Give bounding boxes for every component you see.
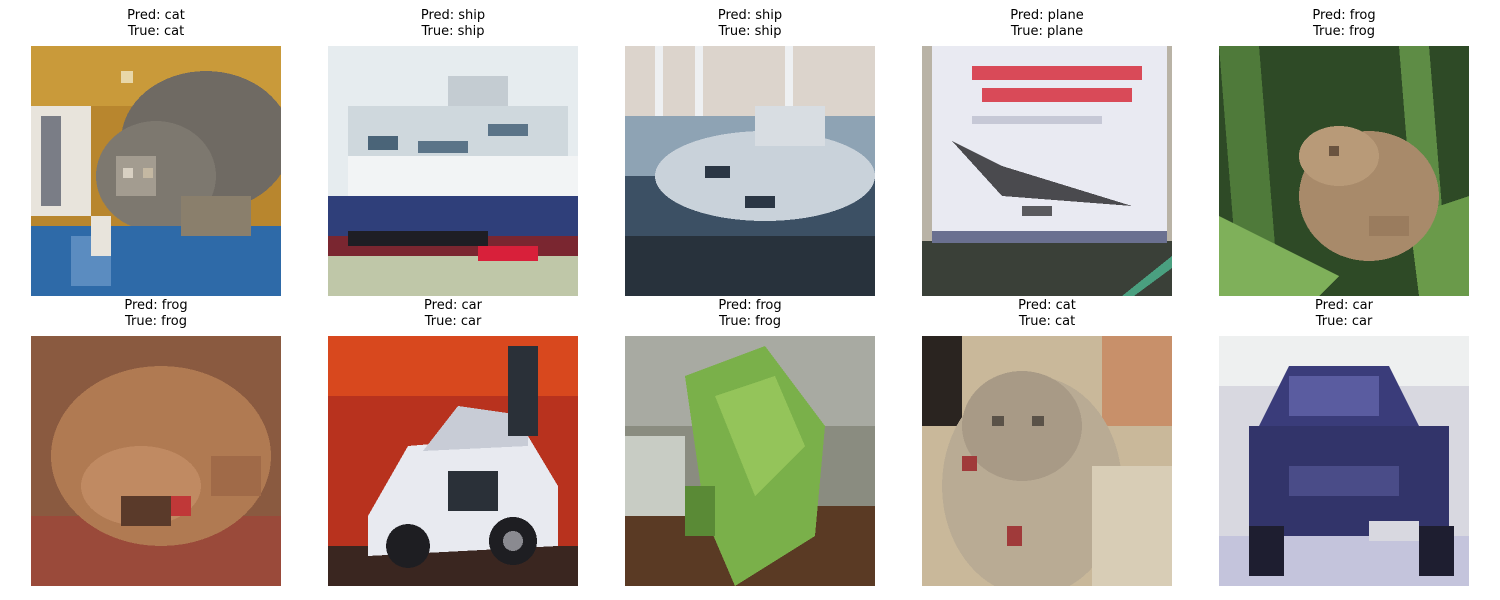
panel-image-plane	[922, 46, 1172, 296]
panel-8: Pred: frog True: frog	[625, 298, 875, 586]
panel-image-car	[1219, 336, 1469, 586]
true-label: True: car	[424, 314, 482, 329]
panel-title: Pred: cat True: cat	[922, 298, 1172, 330]
panel-9: Pred: cat True: cat	[922, 298, 1172, 586]
panel-title: Pred: frog True: frog	[31, 298, 281, 330]
panel-4: Pred: plane True: plane	[922, 8, 1172, 296]
pred-label: Pred: frog	[718, 298, 782, 313]
pred-label: Pred: plane	[1010, 8, 1084, 23]
panel-image-ship	[328, 46, 578, 296]
panel-image-car	[328, 336, 578, 586]
pred-label: Pred: frog	[124, 298, 188, 313]
panel-5: Pred: frog True: frog	[1219, 8, 1469, 296]
true-label: True: ship	[718, 24, 782, 39]
panel-title: Pred: ship True: ship	[625, 8, 875, 40]
true-label: True: ship	[421, 24, 485, 39]
pred-label: Pred: car	[1315, 298, 1373, 313]
true-label: True: frog	[719, 314, 781, 329]
panel-title: Pred: plane True: plane	[922, 8, 1172, 40]
pred-label: Pred: frog	[1312, 8, 1376, 23]
panel-image-cat	[31, 46, 281, 296]
panel-6: Pred: frog True: frog	[31, 298, 281, 586]
pred-label: Pred: ship	[717, 8, 783, 23]
pred-label: Pred: ship	[420, 8, 486, 23]
pred-label: Pred: cat	[127, 8, 185, 23]
panel-image-frog	[1219, 46, 1469, 296]
panel-title: Pred: cat True: cat	[31, 8, 281, 40]
panel-title: Pred: ship True: ship	[328, 8, 578, 40]
panel-7: Pred: car True: car	[328, 298, 578, 586]
panel-title: Pred: frog True: frog	[1219, 8, 1469, 40]
true-label: True: plane	[1010, 24, 1084, 39]
panel-3: Pred: ship True: ship	[625, 8, 875, 296]
panel-image-frog	[31, 336, 281, 586]
panel-image-ship	[625, 46, 875, 296]
true-label: True: frog	[1313, 24, 1375, 39]
panel-1: Pred: cat True: cat	[31, 8, 281, 296]
panel-title: Pred: frog True: frog	[625, 298, 875, 330]
true-label: True: car	[1315, 314, 1373, 329]
true-label: True: cat	[1018, 314, 1076, 329]
pred-label: Pred: cat	[1018, 298, 1076, 313]
panel-image-cat	[922, 336, 1172, 586]
panel-2: Pred: ship True: ship	[328, 8, 578, 296]
panel-title: Pred: car True: car	[1219, 298, 1469, 330]
panel-image-frog	[625, 336, 875, 586]
panel-10: Pred: car True: car	[1219, 298, 1469, 586]
true-label: True: cat	[127, 24, 185, 39]
true-label: True: frog	[125, 314, 187, 329]
panel-title: Pred: car True: car	[328, 298, 578, 330]
pred-label: Pred: car	[424, 298, 482, 313]
